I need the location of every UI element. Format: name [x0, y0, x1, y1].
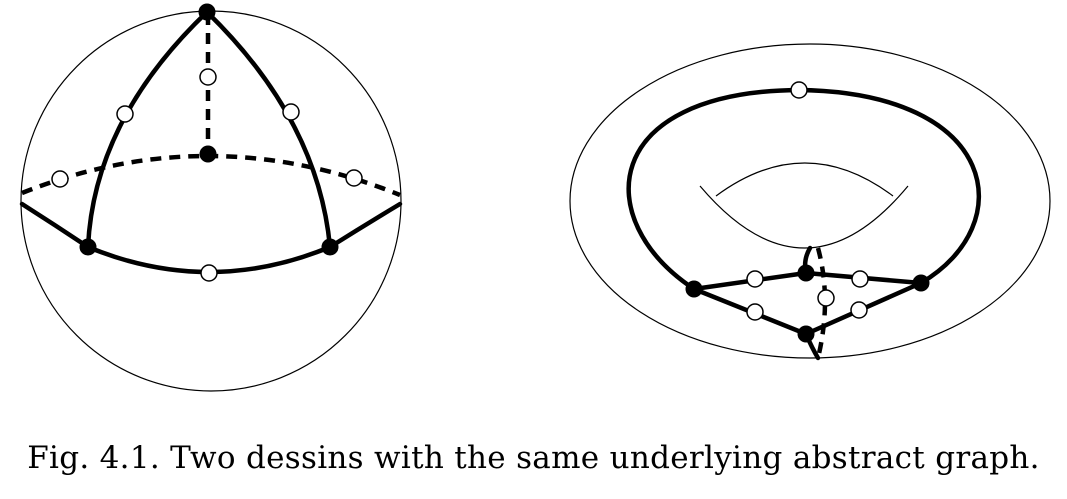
- white-vertex-right-equator: [345, 169, 363, 187]
- torus-black-vertex-top: [797, 264, 815, 282]
- sphere-meridian-left: [85, 9, 210, 250]
- white-vertex-front-arc: [200, 264, 218, 282]
- torus-white-vertex-lower-right: [850, 301, 868, 319]
- sphere-equator-front-right: [327, 201, 403, 250]
- sphere-meridian-right: [204, 9, 333, 250]
- torus-hole-upper: [715, 162, 894, 197]
- black-vertex-back: [199, 145, 217, 163]
- black-vertex-north-pole: [198, 3, 216, 21]
- white-vertex-back-meridian: [199, 68, 217, 86]
- torus-white-vertex-upper-right: [851, 270, 869, 288]
- white-vertex-left-equator: [51, 170, 69, 188]
- torus-hole-lower: [699, 185, 909, 249]
- torus-white-vertex-back-meridian: [817, 289, 835, 307]
- torus-black-vertex-bottom: [797, 325, 815, 343]
- sphere-dessin: [19, 3, 403, 392]
- torus-white-vertex-upper-left: [746, 270, 764, 288]
- white-vertex-left-meridian: [116, 105, 134, 123]
- torus-black-vertex-right: [912, 274, 930, 292]
- black-vertex-right: [321, 238, 339, 256]
- torus-white-vertex-lower-left: [746, 303, 764, 321]
- white-vertex-right-meridian: [282, 103, 300, 121]
- torus-meridian-back: [815, 247, 828, 359]
- torus-white-vertex-loop: [790, 81, 808, 99]
- torus-black-vertex-left: [685, 280, 703, 298]
- sphere-equator-front-left: [19, 201, 91, 250]
- torus-outer-outline: [569, 43, 1051, 359]
- sphere-outline: [20, 10, 402, 392]
- black-vertex-left: [79, 238, 97, 256]
- figure-caption: Fig. 4.1. Two dessins with the same unde…: [27, 440, 1040, 476]
- torus-dessin: [569, 43, 1051, 361]
